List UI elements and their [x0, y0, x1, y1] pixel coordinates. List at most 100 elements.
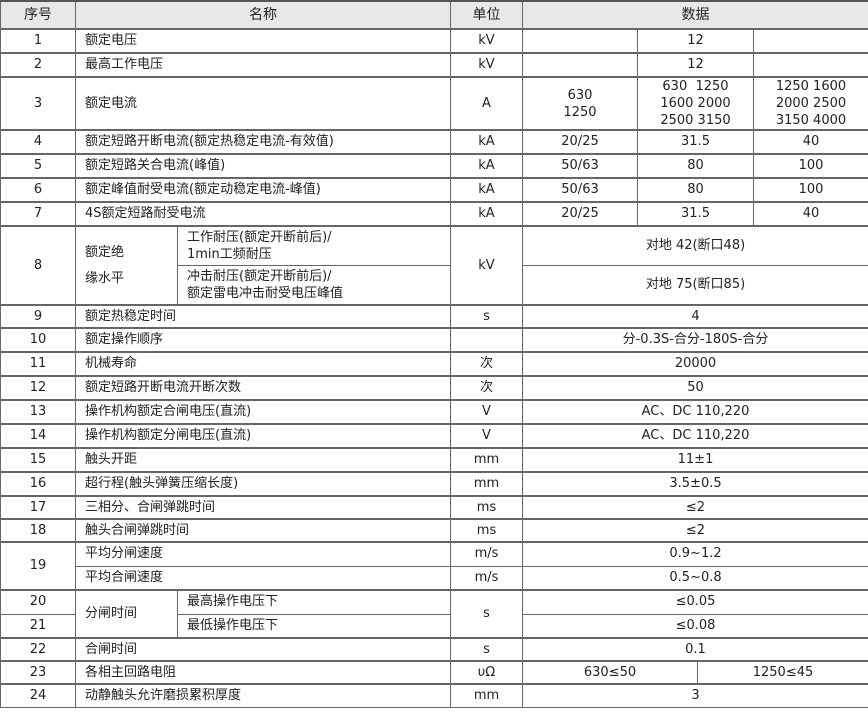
row-name: 额定绝 缘水平 [75, 225, 178, 306]
row-value: ≤0.08 [522, 613, 868, 639]
row-value-b: 31.5 [637, 201, 754, 227]
row-name: 额定峰值耐受电流(额定动稳定电流-峰值) [75, 177, 451, 203]
row-unit: mm [450, 447, 523, 473]
row-value-a: 20/25 [522, 129, 638, 155]
row-name: 额定电流 [75, 76, 451, 131]
row-value-b: 1250≤45 [697, 660, 868, 685]
row-no: 10 [0, 327, 76, 353]
row-name: 三相分、合闸弹跳时间 [75, 495, 451, 520]
table-row: 22 合闸时间 s 0.1 [0, 637, 868, 662]
row-no: 18 [0, 518, 76, 543]
table-row: 平均合闸速度 m/s 0.5~0.8 [1, 565, 868, 591]
name-line: 额定雷电冲击耐受电压峰值 [187, 285, 344, 301]
row-name: 触头开距 [75, 447, 451, 473]
row-name: 最高操作电压下 [177, 589, 451, 615]
value-line: 630 1250 [662, 79, 729, 94]
row-value: 0.1 [522, 637, 868, 662]
row-unit: s [450, 637, 523, 662]
row-no: 1 [0, 28, 76, 54]
row-name: 额定短路开断电流开断次数 [75, 375, 451, 401]
table-row: 1 额定电压 kV 12 [0, 28, 868, 54]
table-row: 19 平均分闸速度 m/s 0.9~1.2 [0, 541, 868, 591]
row-no: 12 [0, 375, 76, 401]
row-unit: kA [450, 153, 523, 179]
row-name: 触头合闸弹跳时间 [75, 518, 451, 543]
row-no: 9 [0, 304, 76, 329]
row-unit: mm [450, 683, 523, 708]
row-no: 16 [0, 471, 76, 497]
header-data: 数据 [522, 0, 868, 30]
row-no: 4 [0, 129, 76, 155]
row-value: 20000 [522, 351, 868, 377]
row-value-c [753, 28, 868, 54]
row-value: 3.5±0.5 [522, 471, 868, 497]
name-line: 额定绝 [85, 244, 125, 260]
row-name: 动静触头允许磨损累积厚度 [75, 683, 451, 708]
table-row: 5 额定短路关合电流(峰值) kA 50/63 80 100 [0, 153, 868, 179]
row-no: 11 [0, 351, 76, 377]
table-row: 12 额定短路开断电流开断次数次 50 [0, 375, 868, 401]
table-row: 20 分闸时间 最高操作电压下 s ≤0.05 [0, 589, 868, 639]
row-name: 平均分闸速度 [75, 541, 451, 567]
row-value: 4 [522, 304, 868, 329]
row-group-name: 分闸时间 [75, 589, 178, 639]
header-no: 序号 [0, 0, 76, 30]
table-row: 3 额定电流 A 630 1250 630 1250 1600 2000 2500 315… [0, 76, 868, 131]
row-no: 17 [0, 495, 76, 520]
table-row: 14 操作机构额定分闸电压(直流) V AC、DC 110,220 [0, 423, 868, 449]
row-unit: kA [450, 201, 523, 227]
row-name: 平均合闸速度 [75, 565, 451, 591]
row-name: 4S额定短路耐受电流 [75, 201, 451, 227]
row-value: AC、DC 110,220 [522, 423, 868, 449]
row-value-a: 630≤50 [522, 660, 698, 685]
table-row: 9 额定热稳定时间 s 4 [0, 304, 868, 329]
row-value-c: 40 [753, 201, 868, 227]
row-no: 5 [0, 153, 76, 179]
row-value-c: 40 [753, 129, 868, 155]
row-value-b: 630 1250 1600 2000 2500 3150 [637, 76, 754, 131]
row-unit: υΩ [450, 660, 523, 685]
row-value: 11±1 [522, 447, 868, 473]
row-value: ≤2 [522, 495, 868, 520]
row-no: 7 [0, 201, 76, 227]
row-value-c: 100 [753, 177, 868, 203]
row-value: 0.9~1.2 [522, 541, 868, 567]
row-name: 额定短路关合电流(峰值) [75, 153, 451, 179]
row-unit: A [450, 76, 523, 131]
value-line: 3150 4000 [775, 113, 847, 128]
row-value: 分-0.3S-合分-180S-合分 [522, 327, 868, 353]
row-no: 8 [0, 225, 76, 306]
row-value: 0.5~0.8 [522, 565, 868, 591]
row-no: 20 [0, 589, 76, 615]
row-no: 15 [0, 447, 76, 473]
row-value: 50 [522, 375, 868, 401]
row-unit: m/s [450, 541, 523, 567]
row-value-a: 50/63 [522, 177, 638, 203]
value-line: 1600 2000 [660, 96, 731, 111]
row-value-a: 50/63 [522, 153, 638, 179]
row-value-a [522, 28, 638, 54]
value-line: 630 [567, 87, 593, 103]
row-name: 各相主回路电阻 [75, 660, 451, 685]
row-unit [450, 327, 523, 353]
row-unit: kA [450, 177, 523, 203]
row-value-a: 630 1250 [522, 76, 638, 131]
table-row: 23 各相主回路电阻 υΩ 630≤50 1250≤45 [0, 660, 868, 685]
table-row: 2 最高工作电压 kV 12 [0, 52, 868, 78]
row-unit: ms [450, 495, 523, 520]
row-no: 21 [0, 613, 76, 639]
table-row: 15 触头开距 mm 11±1 [0, 447, 868, 473]
row-name: 操作机构额定合闸电压(直流) [75, 399, 451, 425]
row-unit: s [450, 304, 523, 329]
table-row: 7 4S额定短路耐受电流 kA 20/25 31.5 40 [0, 201, 868, 227]
table-row: 17 三相分、合闸弹跳时间 ms ≤2 [0, 495, 868, 520]
name-line: 缘水平 [85, 270, 125, 286]
row-unit: kV [450, 52, 523, 78]
row-no: 19 [0, 541, 76, 591]
row-unit: V [450, 423, 523, 449]
row-unit: ms [450, 518, 523, 543]
row-value-b: 80 [637, 177, 754, 203]
row-name: 合闸时间 [75, 637, 451, 662]
table-row: 6 额定峰值耐受电流(额定动稳定电流-峰值) kA 50/63 80 100 [0, 177, 868, 203]
name-line: 冲击耐压(额定开断前后)/ [187, 268, 332, 284]
